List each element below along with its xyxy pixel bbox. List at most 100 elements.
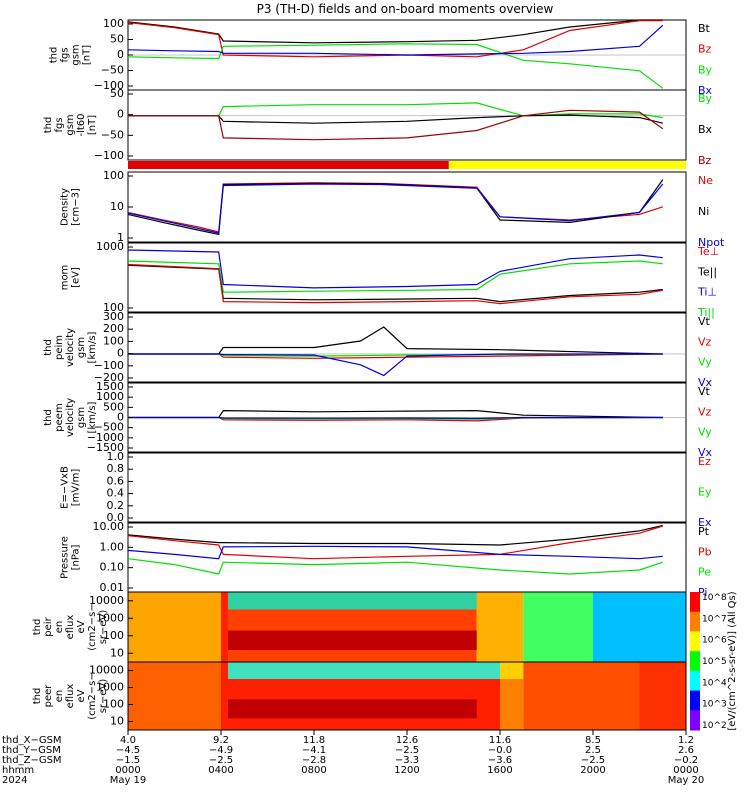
y-label-line: peim [54,335,65,360]
y-label-line: en [54,690,65,703]
x-tick-label: 0400 [208,765,233,776]
y-tick-label: −50 [101,128,124,141]
spectrogram-block [523,662,640,730]
y-label-line: [mV/m] [71,469,82,507]
legend-Vy: Vy [698,426,712,439]
x-tick-label: −0.2 [674,755,698,766]
y-axis-label: thd peer en eflux eV (cm2−s− sr−eV) [32,672,109,719]
panel-frame [127,452,687,523]
series-line-Bt [127,19,663,44]
colorbar-segment [690,611,700,632]
mode-bar-red [128,161,449,169]
series-line-By [127,43,664,89]
series-line-Bx [127,24,664,56]
y-tick-label: 1500 [96,380,124,393]
colorbar: 10^8 10^7 10^6 10^5 10^4 10^3 10^2 [eV/(cm^2-s-… [690,591,738,731]
legend-Vx: Vx [698,446,713,459]
y-label-line: gsm [76,337,87,358]
y-tick-label: 10 [110,715,124,728]
legend-Npot: Npot [698,236,725,249]
spectrogram-block [476,592,524,662]
legend-Bx: Bx [698,84,713,97]
x-tick-label: −4.9 [209,745,233,756]
legend-Pi: Pi [698,586,707,599]
y-label-line: fgs [54,117,65,132]
y-label-line: thd [43,339,54,356]
panel-p7: 1.00.80.60.40.20.0 E=−VxB [mV/m] Ez Ey Ex [60,450,712,529]
series-line-Bx [128,114,663,124]
panel-frame [127,312,687,383]
y-label-line: en [54,621,65,634]
panel-p1: 100 50 0 −50 −100 thd fgs gsm [nT] Bt Bz By Bx [49,17,713,97]
y-tick-label: −1500 [87,441,124,454]
colorbar-label: 10^2 [702,721,727,731]
x-tick-label: −0.0 [488,745,512,756]
y-label-line: gsm [71,44,82,65]
series-line-Vt [128,409,663,419]
legend-By: By [698,92,713,105]
y-tick-label: 100 [103,17,124,30]
legend-Ey: Ey [698,486,712,499]
y-axis-label: thd peem velocity gsm [km/s] [43,398,98,437]
x-row-label: thd_X−GSM [2,735,62,746]
y-tick-label: −1000 [87,431,124,444]
x-tick-label: 11.6 [489,735,511,746]
y-tick-label: 10000 [89,664,124,677]
x-tick-label: −4.1 [302,745,326,756]
legend-Te: Te⊥ [697,245,719,258]
y-tick-label: 0 [117,411,124,424]
panel-frame [127,242,687,313]
legend-Vt: Vt [698,315,711,328]
x-row-label: thd_Y−GSM [2,745,61,756]
y-axis-label: Pressure [nPa] [60,536,82,579]
spectrogram-band [227,592,477,610]
y-label-line: [km/s] [87,401,98,433]
y-tick-label: 0 [117,347,124,360]
y-label-line: (cm2−s− [87,603,98,650]
spectrogram-block [221,592,228,662]
series-line-By [128,102,663,119]
colorbar-segment [690,592,700,613]
y-axis-label: thd fgs gsm -lt60 [nT] [43,113,98,136]
series-line-Pb [127,525,663,560]
legend-Bz: Bz [698,154,712,167]
colorbar-label: 10^3 [702,700,727,710]
legend-Vx: Vx [698,376,713,389]
y-tick-label: 1 [117,231,124,244]
series-line-Ti [127,249,663,289]
y-tick-label: 0.01 [100,581,125,594]
spectrogram-block [639,662,686,730]
x-tick-label: May 19 [110,775,147,786]
series-line-Ne [127,182,663,233]
y-tick-label: −100 [94,359,124,372]
series-line-Pi [127,545,663,560]
x-tick-label: −2.5 [581,755,605,766]
legend-Ex: Ex [698,516,712,529]
spectrogram-block [128,592,221,662]
series-line-Te [127,263,663,305]
y-tick-label: 1000 [96,611,124,624]
y-tick-label: 0.10 [100,561,125,574]
y-tick-label: 0.8 [107,462,125,475]
legend-Pb: Pb [698,545,712,558]
x-tick-label: 0800 [301,765,326,776]
y-tick-label: 50 [110,87,124,100]
x-tick-label: 2.6 [678,745,694,756]
y-axis-label: Density [cm−3] [60,188,82,226]
y-label-line: sr−eV) [98,679,109,714]
y-label-line: E=−VxB [60,466,71,509]
y-label-line: eflux [65,684,76,709]
y-label-line: -lt60 [76,113,87,136]
y-tick-label: 0.0 [107,511,125,524]
panel-frame [127,89,687,161]
legend-Te: Te|| [697,265,717,278]
series-line-Vt [128,326,663,355]
y-tick-label: 100 [103,698,124,711]
x-tick-label: 2000 [580,765,605,776]
y-label-line: gsm [65,114,76,135]
y-label-line: thd [32,619,43,636]
y-label-line: eV [76,689,87,702]
y-tick-label: 10 [110,200,124,213]
